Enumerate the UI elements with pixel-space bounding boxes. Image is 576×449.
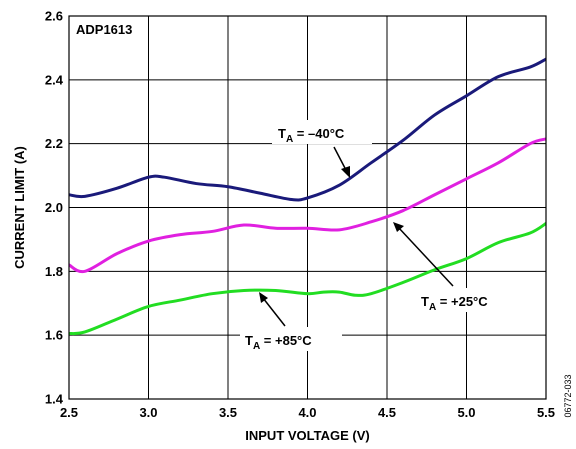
y-tick-label: 1.4 <box>45 392 64 407</box>
series-line-t-plus25 <box>69 137 546 274</box>
arrow-head-icon <box>341 166 350 178</box>
x-tick-label: 5.5 <box>537 405 555 420</box>
annotation-bg <box>417 288 519 312</box>
annotation-label: TA = +85°C <box>245 333 312 352</box>
annotation-t-plus25: TA = +25°C <box>393 222 519 313</box>
y-tick-label: 2.4 <box>45 72 64 87</box>
figure-id: 06772-033 <box>563 374 573 417</box>
x-tick-label: 3.5 <box>219 405 237 420</box>
device-label-box <box>70 17 146 41</box>
annotation-bg <box>240 327 342 351</box>
y-tick-label: 2.0 <box>45 200 63 215</box>
y-tick-label: 1.8 <box>45 264 63 279</box>
annotation-arrow <box>397 226 454 287</box>
device-label: ADP1613 <box>76 22 132 37</box>
x-tick-label: 5.0 <box>457 405 475 420</box>
annotation-bg <box>272 120 372 144</box>
plot-frame <box>68 15 547 400</box>
y-tick-label: 1.6 <box>45 328 63 343</box>
x-tick-label: 3.0 <box>139 405 157 420</box>
x-axis-title: INPUT VOLTAGE (V) <box>245 428 369 443</box>
series-layer <box>69 57 546 336</box>
series-line-t-plus85 <box>69 221 546 336</box>
annotation-arrow <box>262 297 286 327</box>
annotation-label: TA = –40°C <box>278 126 345 145</box>
y-tick-label: 2.6 <box>45 9 63 24</box>
y-tick-label: 2.2 <box>45 136 63 151</box>
y-tick-labels: 1.4 1.6 1.8 2.0 2.2 2.4 2.6 <box>45 9 64 407</box>
x-tick-labels: 2.5 3.0 3.5 4.0 4.5 5.0 5.5 <box>60 405 555 420</box>
series-line-t-minus40 <box>69 57 546 202</box>
y-axis-title: CURRENT LIMIT (A) <box>12 146 27 269</box>
x-tick-label: 4.5 <box>378 405 396 420</box>
annotation-t-plus85: TA = +85°C <box>240 292 342 352</box>
annotation-t-minus40: TA = –40°C <box>272 120 372 178</box>
x-tick-label: 4.0 <box>298 405 316 420</box>
arrow-head-icon <box>393 222 404 232</box>
annotation-label: TA = +25°C <box>421 294 488 313</box>
x-tick-label: 2.5 <box>60 405 78 420</box>
arrow-head-icon <box>259 292 268 303</box>
